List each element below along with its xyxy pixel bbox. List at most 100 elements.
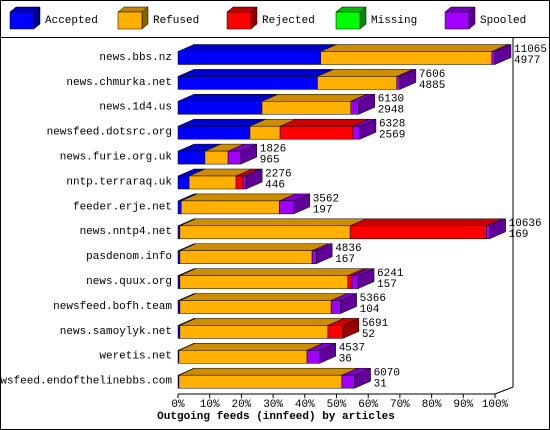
bar-side (494, 44, 512, 65)
offered-label: 7606 (419, 69, 445, 81)
bar-side (354, 367, 371, 389)
bar-side (342, 318, 360, 339)
legend-item: Refused (117, 6, 199, 30)
bar-side (340, 293, 357, 314)
legend-item: Rejected (226, 6, 315, 30)
bar (279, 125, 354, 140)
x-tick-label: 30% (263, 399, 283, 411)
bar (179, 300, 332, 314)
bar-segment (179, 318, 345, 339)
offered-label: 6241 (377, 268, 404, 280)
bar-top (320, 44, 508, 52)
y-tick-label: news.bbs.nz (99, 52, 172, 64)
bar (179, 250, 313, 264)
y-tick-label: newsfeed.endofthelinebbs.com (0, 376, 172, 388)
bar-top (177, 94, 279, 102)
bar (242, 175, 247, 190)
y-tick-label: news.samoylyk.net (60, 326, 172, 338)
bar (249, 125, 281, 140)
bar-segment (317, 69, 413, 90)
bar (177, 76, 318, 90)
x-tick-label: 40% (295, 399, 315, 411)
bar-segment (249, 118, 297, 140)
bar (317, 76, 397, 90)
accepted-count-label: 104 (360, 304, 380, 316)
x-tick-label: 20% (231, 399, 251, 411)
bar (177, 325, 181, 339)
bar (177, 250, 181, 264)
bar (177, 125, 251, 140)
bar-segment (204, 143, 245, 165)
accepted-count-label: 52 (362, 329, 375, 341)
offered-label: 4537 (339, 343, 365, 355)
legend-label: Missing (371, 15, 417, 27)
legend-label: Spooled (480, 15, 526, 27)
bar (320, 51, 493, 65)
bar (177, 225, 181, 240)
accepted-count-label: 446 (265, 179, 285, 191)
bar (227, 150, 242, 165)
bar-segment (179, 293, 348, 314)
accepted-count-label: 965 (260, 155, 280, 167)
bar-top (179, 268, 365, 276)
bar (341, 374, 355, 389)
bar-side (245, 168, 263, 190)
bar-segment (188, 168, 253, 190)
legend-label: Refused (153, 15, 199, 27)
bar-top (179, 218, 367, 227)
bar (306, 350, 320, 364)
bar-top (350, 218, 503, 227)
bar-segment (279, 193, 310, 215)
bar (178, 350, 308, 364)
bar (261, 101, 352, 115)
bar (177, 200, 182, 215)
offered-label: 6070 (374, 368, 400, 380)
offered-label: 5691 (362, 318, 389, 330)
bar-segment (177, 69, 334, 90)
bar-segment (180, 193, 296, 215)
bar (178, 374, 343, 389)
bar (330, 300, 341, 314)
accepted-count-label: 4977 (514, 55, 540, 67)
accepted-count-label: 167 (335, 254, 355, 266)
bar (177, 175, 190, 190)
bar (180, 200, 280, 215)
x-tick-label: 70% (390, 399, 410, 411)
accepted-count-label: 2569 (379, 130, 405, 142)
bar-segment (179, 243, 329, 264)
y-tick-label: news.nntp4.net (80, 226, 172, 238)
x-axis-label: Outgoing feeds (innfeed) by articles (157, 411, 395, 423)
bar-segment (179, 218, 367, 240)
bar (491, 51, 496, 65)
x-tick-label: 0% (171, 399, 185, 411)
bar-top (177, 44, 337, 52)
bar (347, 275, 353, 289)
accepted-count-label: 197 (313, 204, 333, 216)
bar-segment (327, 318, 359, 339)
x-tick-label: 50% (327, 399, 347, 411)
x-axis-depth (494, 386, 514, 395)
legend-swatch (117, 11, 143, 30)
legend-swatch (9, 11, 35, 30)
bar-side (359, 118, 377, 140)
y-tick-label: weretis.net (99, 351, 172, 363)
bar (396, 76, 401, 90)
bar (188, 175, 237, 190)
bar (349, 225, 487, 240)
legend-item: Missing (335, 6, 417, 30)
x-tick-label: 90% (453, 399, 473, 411)
offered-label: 6328 (379, 119, 405, 131)
bar-top (179, 293, 348, 301)
bar (235, 175, 244, 190)
y-tick-label: pasdenom.info (86, 251, 172, 263)
accepted-count-label: 169 (509, 229, 529, 241)
offered-label: 1826 (260, 144, 286, 156)
bar-top (178, 343, 324, 351)
bar (179, 225, 351, 240)
bar (204, 150, 229, 165)
bar-segment (349, 218, 503, 240)
y-tick-label: nntp.terraraq.uk (66, 176, 172, 188)
y-tick-label: feeder.erje.net (73, 201, 172, 213)
bar (179, 275, 349, 289)
